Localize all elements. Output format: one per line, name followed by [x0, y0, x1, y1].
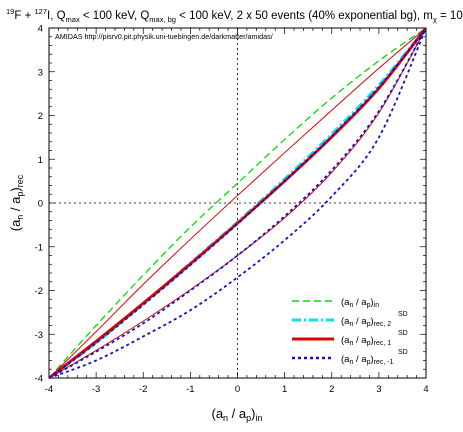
y-axis-tick-labels: -4 -3 -2 -1 0 1 2 3 4: [35, 24, 43, 385]
x-tick-label: 4: [423, 384, 428, 395]
axis-ticks: [48, 27, 427, 379]
series-line-blue-dotted-center: [48, 27, 427, 379]
x-tick-label: 1: [282, 384, 287, 395]
series-line-red-thin-band-upper: [48, 27, 427, 379]
y-tick-label: 2: [38, 111, 43, 122]
x-tick-label: -2: [139, 384, 147, 395]
x-tick-label: -3: [92, 384, 100, 395]
y-tick-label: -4: [35, 374, 43, 385]
y-tick-label: -3: [35, 330, 43, 341]
x-tick-label: 3: [376, 384, 381, 395]
y-tick-label: -1: [35, 242, 43, 253]
x-axis-label: (an / ap)in: [211, 406, 262, 423]
legend-entry-recm1: (an / ap)rec, -1 SD: [292, 349, 408, 366]
legend-label-in: (an / ap)in: [341, 297, 379, 309]
y-tick-label: -2: [35, 286, 43, 297]
x-tick-label: 0: [235, 384, 240, 395]
legend-entry-rec2: (an / ap)rec, 2 SD: [292, 311, 408, 328]
series-line-blue-dotted-band-upper: [48, 27, 427, 379]
series-group: [48, 27, 428, 380]
legend-superscript-rec1: SD: [398, 330, 408, 337]
y-tick-label: 0: [38, 199, 43, 210]
legend-superscript-recm1: SD: [398, 349, 408, 356]
x-axis-tick-labels: -4 -3 -2 -1 0 1 2 3 4: [45, 384, 429, 395]
y-tick-label: 4: [38, 24, 43, 35]
source-note: AMIDAS http://pisrv0.pit.physik.uni-tueb…: [55, 32, 273, 41]
legend-superscript-rec2: SD: [398, 311, 408, 318]
legend-entry-in: (an / ap)in: [292, 297, 379, 309]
legend-label-rec1: (an / ap)rec, 1: [341, 335, 391, 347]
legend-label-rec2: (an / ap)rec, 2: [341, 316, 391, 328]
legend-label-recm1: (an / ap)rec, -1: [341, 354, 394, 366]
y-tick-label: 1: [38, 155, 43, 166]
legend-entry-rec1: (an / ap)rec, 1 SD: [292, 330, 408, 347]
y-axis-label: (an / ap)rec: [8, 174, 25, 231]
x-tick-label: -1: [186, 384, 194, 395]
x-tick-label: 2: [329, 384, 334, 395]
series-line-green-dashed-band-upper: [48, 27, 427, 379]
y-tick-label: 3: [38, 67, 43, 78]
chart-title: 19F + 127I, Qmax < 100 keV, Qmax, bg < 1…: [6, 7, 463, 24]
series-line-red-thin-band-lower: [48, 27, 427, 379]
legend: (an / ap)in (an / ap)rec, 2 SD (an / ap)…: [292, 297, 408, 366]
x-tick-label: -4: [45, 384, 53, 395]
